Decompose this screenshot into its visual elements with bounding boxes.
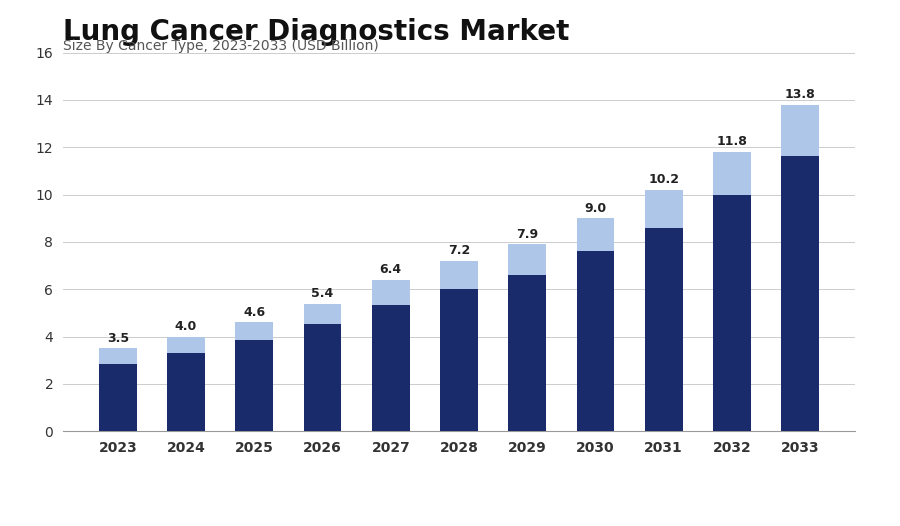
Text: 15.1%: 15.1%	[158, 469, 264, 498]
Text: MarketResearch: MarketResearch	[662, 466, 839, 485]
Bar	[577, 218, 615, 251]
Text: Lung Cancer Diagnostics Market: Lung Cancer Diagnostics Market	[63, 18, 570, 46]
Text: $13.8B: $13.8B	[450, 469, 570, 498]
Text: ✓: ✓	[621, 470, 644, 498]
Text: 5.4: 5.4	[311, 287, 334, 300]
Bar	[440, 289, 478, 431]
Bar	[99, 364, 137, 431]
Text: 3.5: 3.5	[107, 332, 129, 345]
Bar	[508, 275, 546, 431]
Text: 4.0: 4.0	[175, 320, 197, 333]
Bar	[303, 304, 341, 323]
Bar	[236, 322, 273, 340]
Text: 4.6: 4.6	[243, 306, 266, 319]
Bar	[167, 353, 205, 431]
Text: The Market will Grow
At the CAGR of:: The Market will Grow At the CAGR of:	[18, 466, 166, 497]
Bar	[372, 280, 410, 305]
Bar	[577, 251, 615, 431]
Bar	[508, 244, 546, 275]
Bar	[236, 340, 273, 431]
Text: 13.8: 13.8	[785, 88, 815, 101]
Bar	[713, 195, 751, 431]
Text: The forecasted market
size for 2033 in USD: The forecasted market size for 2033 in U…	[284, 466, 443, 497]
Text: 10.2: 10.2	[648, 174, 680, 186]
Text: WIDE RANGE OF GLOBAL MARKET REPORTS: WIDE RANGE OF GLOBAL MARKET REPORTS	[662, 499, 845, 508]
Text: 7.2: 7.2	[448, 245, 470, 257]
Bar	[645, 228, 682, 431]
Bar	[303, 323, 341, 431]
Text: 7.9: 7.9	[517, 228, 538, 241]
Text: Size By Cancer Type, 2023-2033 (USD Billion): Size By Cancer Type, 2023-2033 (USD Bill…	[63, 39, 379, 54]
Bar	[372, 305, 410, 431]
Text: 9.0: 9.0	[584, 202, 607, 215]
Bar	[440, 261, 478, 289]
Bar	[99, 348, 137, 364]
Text: 11.8: 11.8	[716, 136, 747, 148]
Bar	[713, 152, 751, 195]
Text: BIZ: BIZ	[842, 470, 862, 480]
Bar	[645, 190, 682, 228]
Text: 6.4: 6.4	[380, 264, 401, 276]
Bar	[781, 105, 819, 156]
Bar	[781, 156, 819, 431]
Bar	[167, 337, 205, 353]
